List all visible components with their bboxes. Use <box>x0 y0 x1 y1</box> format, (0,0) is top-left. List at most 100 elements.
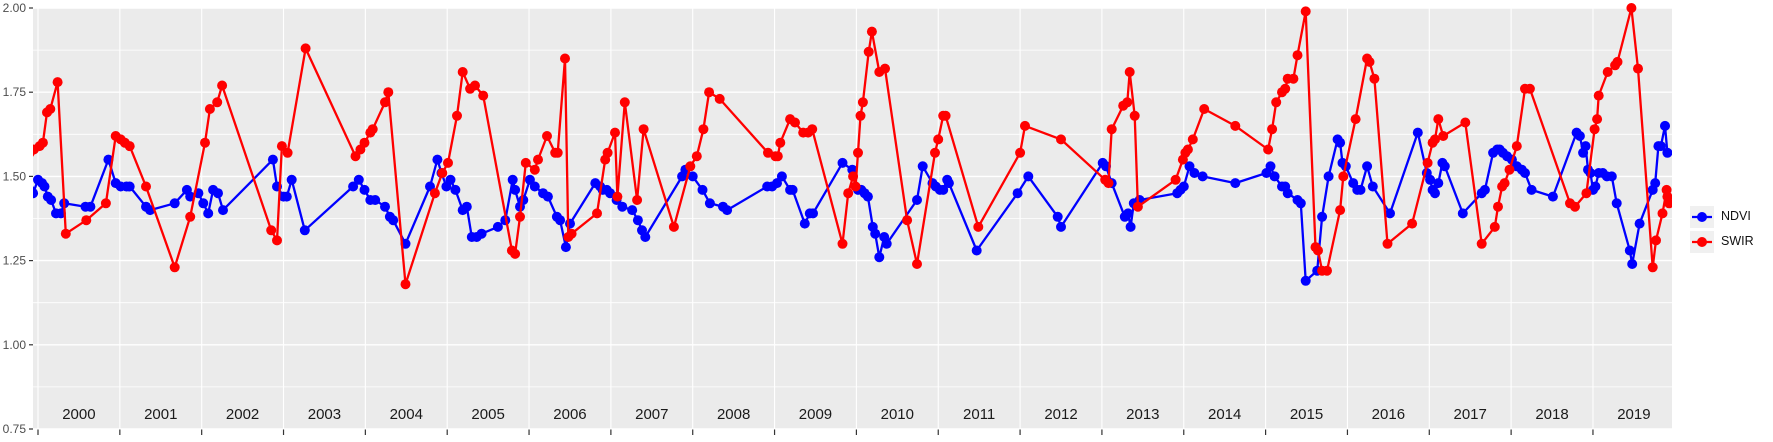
legend-item-ndvi: NDVI <box>1690 205 1754 228</box>
swir-point <box>60 228 71 239</box>
ndvi-point <box>203 208 214 219</box>
swir-point <box>1182 144 1193 155</box>
swir-point <box>807 124 818 135</box>
swir-point <box>443 157 453 168</box>
ndvi-point <box>1230 178 1241 189</box>
ndvi-point <box>874 252 885 263</box>
ndvi-point <box>627 205 638 216</box>
year-label: 2019 <box>1617 406 1650 423</box>
swir-point <box>1651 235 1661 246</box>
swir-point <box>698 124 709 135</box>
ndvi-point <box>1660 120 1670 131</box>
swir-point <box>1263 144 1274 155</box>
swir-point <box>775 137 786 148</box>
year-label: 2004 <box>390 406 423 423</box>
y-axis-labels: 0.75 1.00 1.25 1.50 1.75 2.00 <box>3 1 27 436</box>
ndvi-point <box>461 201 472 212</box>
gridlines <box>33 7 1672 430</box>
ndvi-point <box>971 245 982 256</box>
swir-point <box>533 154 543 165</box>
ndvi-point <box>697 184 708 195</box>
swir-point <box>1292 50 1303 61</box>
swir-point <box>714 93 725 104</box>
swir-point <box>1020 120 1030 131</box>
swir-point <box>1430 134 1440 145</box>
ndvi-point <box>388 215 399 226</box>
ndvi-point <box>39 181 50 192</box>
swir-point <box>452 110 462 121</box>
swir-point <box>272 235 282 246</box>
swir-point <box>1056 134 1066 145</box>
year-label: 2017 <box>1454 406 1487 423</box>
swir-point <box>169 262 180 273</box>
y-axis-label: 2.00 <box>3 1 27 15</box>
ndvi-point <box>943 178 954 189</box>
year-label: 2001 <box>144 406 177 423</box>
ndvi-point <box>1590 181 1601 192</box>
swir-point <box>1369 73 1380 84</box>
swir-point <box>880 63 890 74</box>
legend: NDVI SWIR <box>1690 205 1754 253</box>
swir-point <box>1592 114 1603 125</box>
swir-point <box>383 87 394 98</box>
year-label: 2008 <box>717 406 750 423</box>
ndvi-point <box>542 191 553 202</box>
swir-point <box>470 80 480 91</box>
swir-point <box>1288 73 1299 84</box>
swir-point <box>843 188 854 199</box>
swir-point <box>45 104 56 114</box>
ndvi-point <box>1317 211 1328 222</box>
ndvi-point <box>917 161 928 172</box>
ndvi-point <box>1606 171 1617 182</box>
ndvi-point <box>938 184 949 195</box>
axis-ticks <box>29 7 1594 435</box>
ndvi-point <box>380 201 390 212</box>
ndvi-point <box>1479 184 1490 195</box>
swir-point <box>141 181 151 192</box>
swir-point <box>429 188 440 199</box>
swir-point <box>300 43 311 54</box>
swir-point <box>685 161 696 172</box>
ndvi-point <box>1197 171 1208 182</box>
swir-point <box>185 211 196 222</box>
ndvi-point <box>1123 208 1134 219</box>
ndvi-point <box>1295 198 1306 209</box>
ndvi-point <box>1634 218 1645 229</box>
swir-point <box>1633 63 1643 74</box>
swir-point <box>204 104 215 114</box>
ndvi-point <box>359 184 370 195</box>
swir-point <box>1335 205 1346 216</box>
ndvi-point <box>1385 208 1395 219</box>
year-label: 2010 <box>881 406 914 423</box>
year-label: 2003 <box>308 406 341 423</box>
swir-point <box>863 46 874 57</box>
swir-point <box>668 221 679 232</box>
swir-point <box>400 279 411 290</box>
swir-point <box>1338 171 1349 182</box>
swir-point <box>1438 131 1449 141</box>
swir-point-icon <box>1692 236 1712 247</box>
swir-point <box>940 110 951 121</box>
ndvi-point <box>1430 188 1440 199</box>
legend-key-ndvi <box>1690 205 1714 228</box>
ndvi-point <box>1520 168 1530 178</box>
year-label: 2015 <box>1290 406 1323 423</box>
swir-point <box>638 124 649 135</box>
y-axis-label: 1.00 <box>3 338 27 352</box>
swir-point <box>1499 178 1510 189</box>
swir-point <box>1280 83 1291 94</box>
ndvi-point <box>1655 141 1666 152</box>
ndvi-point <box>1269 171 1280 182</box>
swir-point <box>437 168 448 178</box>
legend-label-ndvi: NDVI <box>1721 209 1751 223</box>
ndvi-point <box>198 198 209 209</box>
swir-point <box>1271 97 1282 108</box>
swir-point <box>1230 120 1241 131</box>
year-label: 2013 <box>1126 406 1159 423</box>
ndvi-point <box>281 191 292 202</box>
swir-point <box>1322 265 1332 276</box>
legend-key-swir <box>1690 230 1714 253</box>
swir-point <box>602 147 613 158</box>
year-label: 2006 <box>553 406 586 423</box>
